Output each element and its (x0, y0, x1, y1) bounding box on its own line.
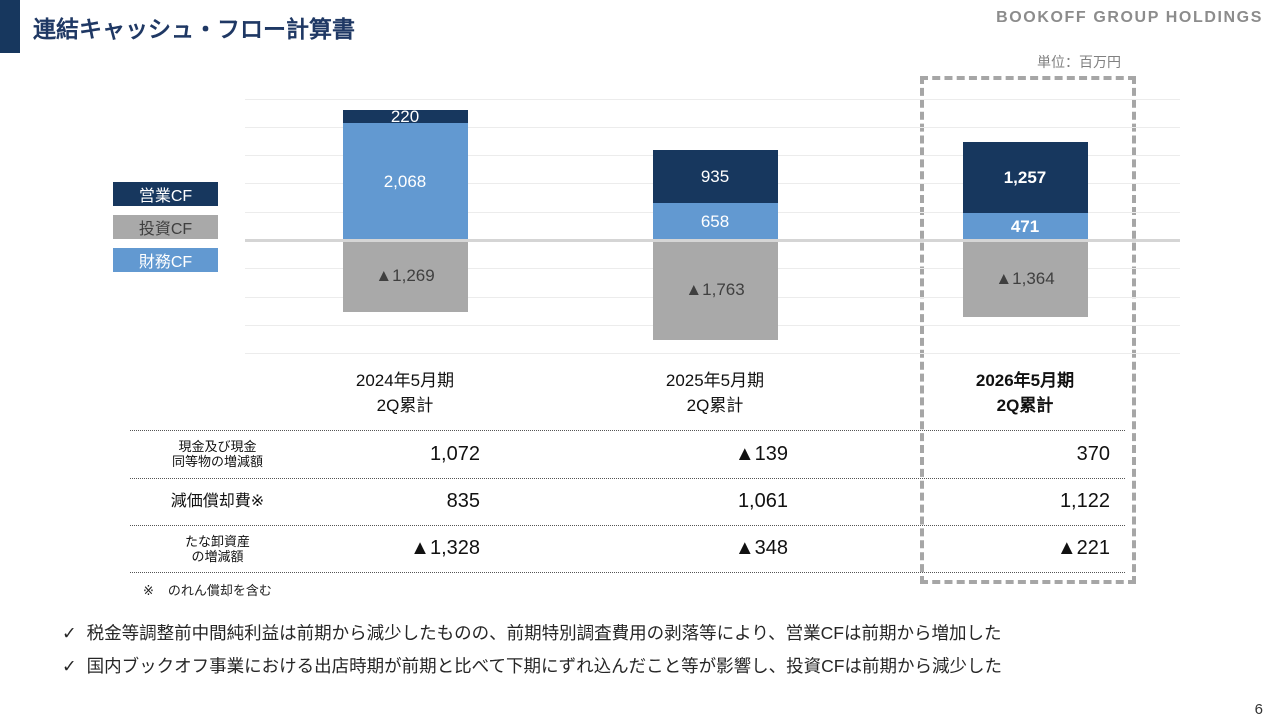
legend-label: 営業CF (138, 188, 193, 205)
unit-label: 単位：百万円 (1037, 54, 1121, 70)
table-cell-value: ▲1,328 (410, 537, 480, 560)
page-number: 6 (1254, 701, 1263, 718)
bar-value-label: ▲1,269 (375, 266, 435, 286)
legend-item-財務cf: 財務CF (113, 248, 218, 272)
footnote-marker: ※ (143, 583, 154, 598)
table-row: たな卸資産 の増減額 ▲1,328 ▲348 ▲221 (130, 525, 1125, 573)
table-cell-value: 1,072 (429, 442, 480, 465)
footnote: ※ のれん償却を含む (143, 580, 272, 599)
highlight-dotted-box (920, 76, 1136, 584)
gridline (245, 98, 1180, 100)
bar-segment: 2,068 (342, 122, 468, 240)
bar-value-label: 220 (390, 107, 420, 127)
bar-value-label: 471 (1010, 217, 1040, 237)
table-row-label: 減価償却費※ (170, 492, 265, 510)
bar-segment: 220 (342, 107, 468, 127)
bar-segment: ▲1,269 (342, 240, 468, 312)
bar-segment: 658 (652, 202, 778, 240)
cashflow-table: 現金及び現金 同等物の増減額 1,072 ▲139 370 減価償却費※ 835 1,061 1… (130, 430, 1125, 573)
table-cell-value: 1,122 (1059, 490, 1110, 513)
bar-segment: 471 (962, 213, 1088, 240)
x-axis-label: 2026年5月期 2Q累計 (975, 371, 1075, 415)
brand-logo: BOOKOFF GROUP HOLDINGS (996, 9, 1263, 26)
table-cell-value: 835 (446, 490, 480, 513)
bar-segment: 935 (652, 149, 778, 203)
bar-value-label: ▲1,364 (995, 269, 1055, 289)
x-axis-label: 2024年5月期 2Q累計 (355, 371, 455, 415)
bar-value-label: 2,068 (383, 171, 427, 191)
bullet-text: 税金等調整前中間純利益は前期から減少したものの、前期特別調査費用の剥落等により、… (86, 623, 1002, 643)
footnote-text: のれん償却を含む (167, 583, 272, 598)
zero-line (245, 239, 1180, 242)
bar-segment: 1,257 (962, 142, 1088, 214)
bullet-item: ✓ 税金等調整前中間純利益は前期から減少したものの、前期特別調査費用の剥落等により… (62, 620, 1227, 646)
bar-value-label: 935 (700, 166, 730, 186)
bar-value-label: 658 (700, 211, 730, 231)
legend-label: 投資CF (138, 221, 193, 238)
table-row-label: 現金及び現金 同等物の増減額 (171, 439, 263, 470)
checkmark-icon: ✓ (62, 623, 77, 643)
checkmark-icon: ✓ (62, 656, 77, 676)
bullet-list: ✓ 税金等調整前中間純利益は前期から減少したものの、前期特別調査費用の剥落等により… (62, 620, 1227, 686)
gridline (245, 126, 1180, 128)
bar-segment: ▲1,364 (962, 240, 1088, 318)
page-title: 連結キャッシュ・フロー計算書 (33, 16, 355, 42)
table-row: 減価償却費※ 835 1,061 1,122 (130, 477, 1125, 526)
title-accent-bar (0, 0, 20, 53)
table-cell-value: 370 (1076, 442, 1110, 465)
gridline (245, 353, 1180, 355)
x-axis-label: 2025年5月期 2Q累計 (665, 371, 765, 415)
table-cell-value: ▲139 (734, 442, 788, 465)
table-row: 現金及び現金 同等物の増減額 1,072 ▲139 370 (130, 430, 1125, 478)
table-cell-value: 1,061 (737, 490, 788, 513)
legend-label: 財務CF (138, 254, 193, 271)
legend-item-投資cf: 投資CF (113, 215, 218, 239)
table-cell-value: ▲348 (734, 537, 788, 560)
bar-segment: ▲1,763 (652, 240, 778, 340)
bullet-text: 国内ブックオフ事業における出店時期が前期と比べて下期にずれ込んだこと等が影響し、… (86, 656, 1002, 676)
bullet-item: ✓ 国内ブックオフ事業における出店時期が前期と比べて下期にずれ込んだこと等が影響し… (62, 653, 1227, 679)
legend-item-営業cf: 営業CF (113, 182, 218, 206)
bar-value-label: ▲1,763 (685, 280, 745, 300)
bar-value-label: 1,257 (1003, 168, 1047, 188)
table-cell-value: ▲221 (1056, 537, 1110, 560)
table-row-label: たな卸資産 の増減額 (184, 533, 250, 564)
